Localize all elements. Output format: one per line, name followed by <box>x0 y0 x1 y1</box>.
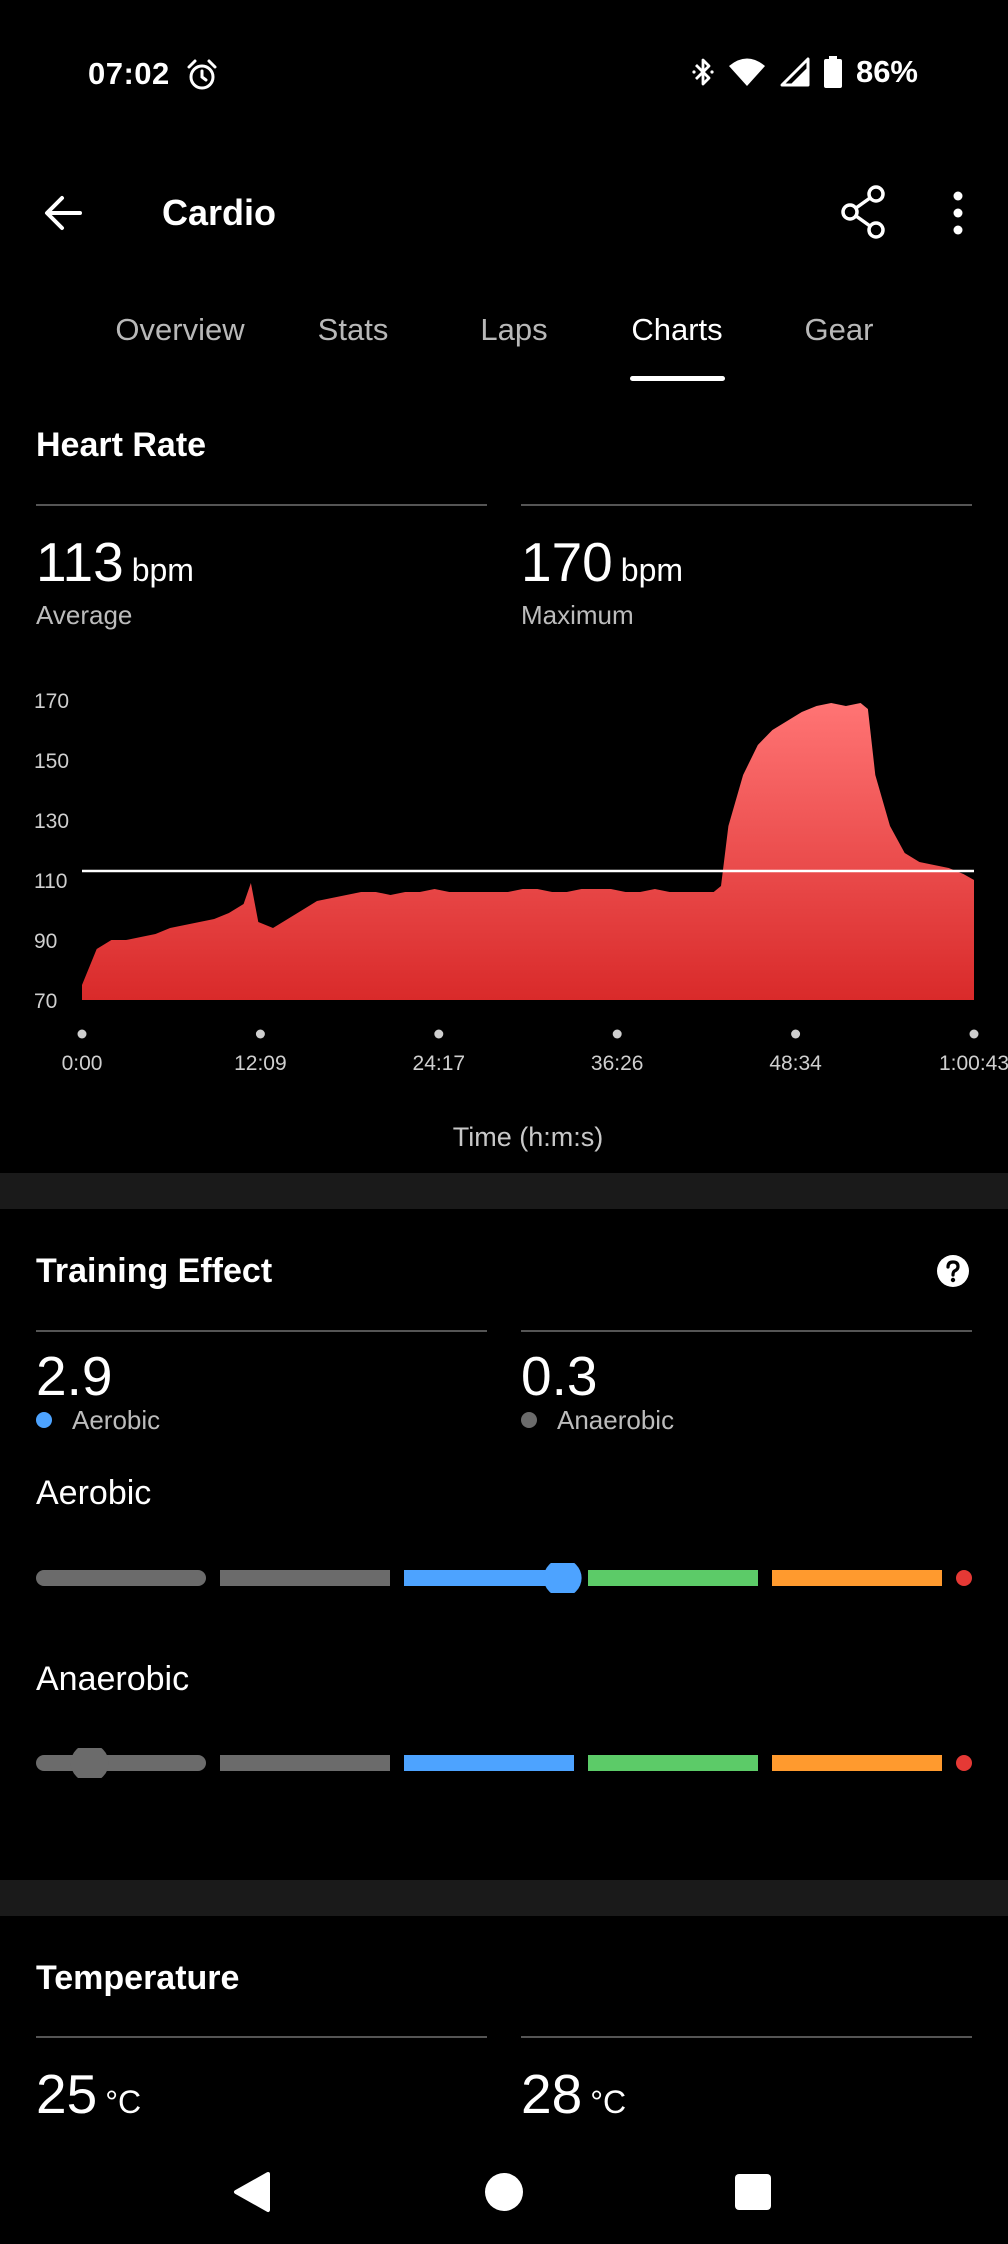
more-vert-icon[interactable] <box>940 188 976 238</box>
anaerobic-dot-icon <box>521 1412 537 1429</box>
x-tick-dot <box>77 1029 87 1039</box>
tab-bar: Overview Stats Laps Charts Gear <box>0 300 1008 386</box>
tab-gear[interactable]: Gear <box>804 312 874 347</box>
average-hr-number: 113 <box>36 531 124 593</box>
divider <box>36 2036 487 2038</box>
battery-percentage: 86% <box>855 54 918 89</box>
tab-laps[interactable]: Laps <box>480 312 548 347</box>
signal-icon <box>780 57 810 87</box>
tab-charts[interactable]: Charts <box>631 312 723 347</box>
tab-overview[interactable]: Overview <box>115 312 245 347</box>
help-icon[interactable] <box>936 1254 970 1288</box>
anaerobic-te-label: Anaerobic <box>521 1405 674 1436</box>
anaerobic-label-text: Anaerobic <box>557 1405 675 1435</box>
max-temperature-number: 28 <box>521 2063 583 2125</box>
x-tick-dot <box>791 1029 801 1039</box>
anaerobic-effect-scale <box>36 1748 972 1778</box>
x-tick-dot <box>612 1029 622 1039</box>
page-title: Cardio <box>162 192 277 233</box>
scale-segment <box>220 1570 390 1586</box>
alarm-icon <box>187 59 217 90</box>
bluetooth-icon <box>692 58 714 86</box>
battery-icon <box>823 56 842 88</box>
x-tick-label: 36:26 <box>591 1052 644 1075</box>
average-hr-label: Average <box>36 600 133 630</box>
status-bar: 07:02 86% <box>0 0 1008 150</box>
scale-segment <box>956 1755 972 1771</box>
app-bar: Cardio <box>0 168 1008 258</box>
min-temperature-value: 25 °C <box>36 2062 141 2126</box>
chart-x-axis-title: Time (h:m:s) <box>452 1122 604 1152</box>
x-tick-label: 24:17 <box>413 1052 466 1075</box>
aerobic-heading: Aerobic <box>36 1474 152 1512</box>
active-tab-indicator <box>630 376 725 381</box>
scale-segment <box>588 1755 758 1771</box>
y-tick-label: 170 <box>34 690 69 713</box>
section-separator <box>0 1173 1008 1209</box>
tab-stats[interactable]: Stats <box>317 312 389 347</box>
training-effect-title: Training Effect <box>36 1252 273 1290</box>
x-tick-dot <box>434 1029 444 1039</box>
status-icons: 86% <box>692 54 918 90</box>
max-temperature-value: 28 °C <box>521 2062 626 2126</box>
y-tick-label: 70 <box>34 990 57 1013</box>
x-tick-dot <box>969 1029 979 1039</box>
nav-home-icon[interactable] <box>485 2173 523 2211</box>
divider <box>36 1330 487 1332</box>
x-tick-label: 12:09 <box>234 1052 287 1075</box>
nav-recents-icon[interactable] <box>735 2174 771 2210</box>
system-nav-bar <box>0 2140 1008 2244</box>
aerobic-te-value: 2.9 <box>36 1345 113 1407</box>
status-time: 07:02 <box>88 56 170 91</box>
divider <box>521 504 972 506</box>
scale-segment <box>956 1570 972 1586</box>
min-temperature-number: 25 <box>36 2063 98 2125</box>
scale-segment <box>36 1570 206 1586</box>
divider <box>36 504 487 506</box>
temperature-title: Temperature <box>36 1959 240 1997</box>
share-icon[interactable] <box>838 184 888 240</box>
scale-segment <box>404 1755 574 1771</box>
y-tick-label: 90 <box>34 930 57 953</box>
scale-segment <box>36 1755 206 1771</box>
min-temperature-unit: °C <box>105 2084 142 2120</box>
section-separator <box>0 1880 1008 1916</box>
scale-segment <box>772 1755 942 1771</box>
maximum-hr-value: 170 bpm <box>521 530 683 594</box>
maximum-hr-number: 170 <box>521 531 613 593</box>
back-arrow-icon[interactable] <box>40 190 86 236</box>
wifi-icon <box>728 58 765 86</box>
scale-segment <box>588 1570 758 1586</box>
scale-segment <box>404 1570 574 1586</box>
aerobic-dot-icon <box>36 1412 52 1429</box>
average-hr-value: 113 bpm <box>36 530 194 594</box>
scale-segment <box>220 1755 390 1771</box>
scale-level-knob <box>70 1748 109 1778</box>
aerobic-label-text: Aerobic <box>72 1405 161 1435</box>
y-tick-label: 150 <box>34 750 69 773</box>
x-tick-dot <box>255 1029 265 1039</box>
scale-segment <box>772 1570 942 1586</box>
heart-rate-chart[interactable]: 170 150 130 110 90 70 0:00 12:09 24:17 36:26 48:34… <box>0 670 1008 1140</box>
average-hr-unit: bpm <box>131 552 194 588</box>
aerobic-te-label: Aerobic <box>36 1405 160 1436</box>
divider <box>521 1330 972 1332</box>
x-tick-label: 0:00 <box>62 1052 103 1075</box>
anaerobic-te-value: 0.3 <box>521 1345 598 1407</box>
x-tick-label: 48:34 <box>769 1052 822 1075</box>
maximum-hr-label: Maximum <box>521 600 634 630</box>
y-tick-label: 130 <box>34 810 69 833</box>
x-tick-label: 1:00:43 <box>939 1052 1008 1075</box>
divider <box>521 2036 972 2038</box>
maximum-hr-unit: bpm <box>620 552 684 588</box>
heart-rate-area <box>82 703 974 1000</box>
max-temperature-unit: °C <box>590 2084 627 2120</box>
scale-level-knob <box>543 1563 582 1593</box>
anaerobic-heading: Anaerobic <box>36 1660 190 1698</box>
heart-rate-title: Heart Rate <box>36 426 207 464</box>
nav-back-icon[interactable] <box>232 2170 272 2214</box>
aerobic-effect-scale <box>36 1563 972 1593</box>
y-tick-label: 110 <box>34 870 67 893</box>
